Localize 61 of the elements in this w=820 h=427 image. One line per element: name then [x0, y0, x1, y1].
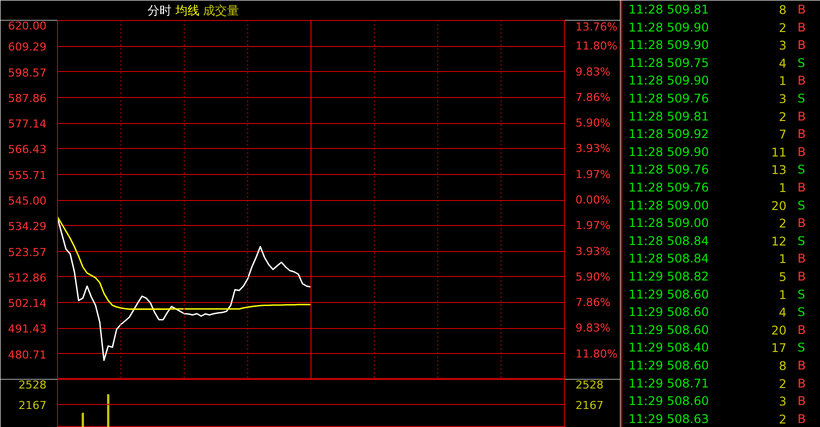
- text: 11:29 508.60 8 B: [628, 358, 806, 373]
- y2-tick-label: 9.83%: [576, 322, 610, 335]
- y-tick-label: 2167: [18, 399, 47, 412]
- y-tick-label: 620.00: [8, 20, 47, 32]
- y2-tick-label: 0.00%: [576, 194, 610, 206]
- y-tick-label: 577.14: [8, 118, 47, 131]
- y2-tick-label: 2528: [576, 378, 604, 392]
- y2-tick-label: 9.83%: [576, 65, 610, 78]
- y2-tick-label: 5.90%: [576, 116, 610, 130]
- y-tick-label: 598.57: [8, 66, 47, 80]
- text: 11:29 508.82 5 B: [628, 270, 806, 284]
- y-tick-label: 523.57: [8, 246, 47, 259]
- text: 成交量: [203, 4, 240, 18]
- text: 11:29 508.60 1 S: [628, 287, 806, 302]
- y-tick-label: 545.00: [8, 194, 47, 208]
- text: 11:29 508.71 2 B: [628, 376, 806, 391]
- text: 11:29 508.63 2 B: [628, 412, 806, 426]
- text: 11:28 509.81 8 B: [628, 2, 806, 17]
- y2-tick-label: 3.93%: [576, 244, 610, 258]
- y2-tick-label: 5.90%: [576, 270, 610, 284]
- y-tick-label: 587.86: [8, 92, 47, 105]
- y2-tick-label: 7.86%: [576, 90, 610, 104]
- y2-tick-label: 2167: [576, 399, 604, 412]
- y-tick-label: 555.71: [8, 168, 47, 182]
- y2-tick-label: 11.80%: [576, 40, 618, 53]
- y2-tick-label: 1.97%: [576, 219, 610, 232]
- line-series: [58, 216, 312, 310]
- text: 11:29 508.40 17 S: [628, 340, 806, 356]
- text: 11:28 508.84 12 S: [628, 234, 806, 248]
- y2-tick-label: 1.97%: [576, 168, 610, 181]
- text: 11:28 509.81 2 B: [628, 109, 806, 124]
- text: 11:28 509.75 4 S: [628, 56, 806, 70]
- text: 11:28 509.90 2 B: [628, 20, 806, 35]
- text: 11:28 509.76 1 B: [628, 180, 806, 195]
- y-tick-label: 609.29: [8, 40, 47, 54]
- text: 11:28 509.90 1 B: [628, 74, 806, 88]
- line-series: [58, 217, 312, 362]
- y-tick-label: 534.29: [8, 220, 47, 234]
- y2-tick-label: 3.93%: [576, 142, 610, 156]
- text: 分时: [147, 4, 172, 18]
- y2-tick-label: 7.86%: [576, 296, 610, 310]
- y2-tick-label: 11.80%: [576, 347, 618, 360]
- y-tick-label: 566.43: [8, 143, 47, 156]
- text: 11:28 509.90 3 B: [628, 38, 806, 53]
- text: 11:28 509.76 13 S: [628, 162, 806, 178]
- text: 11:28 509.00 20 S: [628, 198, 806, 213]
- text: 11:29 508.60 20 B: [628, 322, 806, 338]
- y-tick-label: 502.14: [8, 297, 47, 310]
- text: 均线: [174, 4, 200, 18]
- text: 11:28 508.84 1 B: [628, 252, 806, 266]
- text: 11:28 509.00 2 B: [628, 216, 806, 231]
- y-tick-label: 480.71: [8, 348, 47, 362]
- y-tick-label: 2528: [18, 378, 47, 392]
- y2-tick-label: 13.76%: [576, 20, 618, 34]
- y-tick-label: 491.43: [8, 322, 47, 336]
- y-tick-label: 512.86: [8, 271, 47, 284]
- text: 11:29 508.60 4 S: [628, 305, 806, 320]
- text: 11:29 508.60 3 B: [628, 394, 806, 409]
- text: 11:28 509.76 3 S: [628, 92, 806, 106]
- text: 11:28 509.92 7 B: [628, 127, 806, 142]
- text: 11:28 509.90 11 B: [628, 144, 806, 160]
